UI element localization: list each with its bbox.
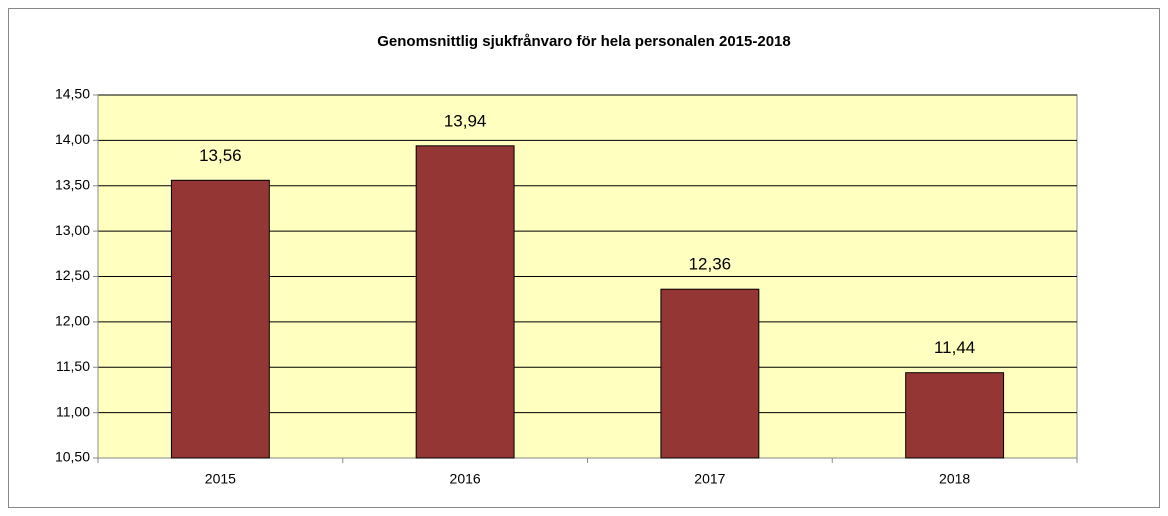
y-tick-label: 11,00 xyxy=(56,403,90,419)
value-label: 13,94 xyxy=(444,111,487,130)
x-tick-label: 2017 xyxy=(694,471,725,487)
bar xyxy=(905,372,1005,459)
y-tick-label: 14,50 xyxy=(55,86,90,102)
bar xyxy=(415,145,515,459)
y-tick-label: 10,50 xyxy=(55,449,90,465)
y-tick-label: 13,00 xyxy=(55,222,90,238)
y-tick-label: 12,50 xyxy=(55,267,90,283)
bar xyxy=(660,288,760,459)
value-label: 12,36 xyxy=(689,255,732,274)
x-tick-label: 2016 xyxy=(450,471,481,487)
y-tick-label: 13,50 xyxy=(55,176,90,192)
y-tick-label: 14,00 xyxy=(55,131,90,147)
x-tick-label: 2018 xyxy=(939,471,970,487)
y-tick-label: 11,50 xyxy=(56,358,90,374)
y-tick-label: 12,00 xyxy=(55,313,90,329)
chart-title: Genomsnittlig sjukfrånvaro för hela pers… xyxy=(377,33,790,50)
bar xyxy=(170,179,270,459)
value-label: 11,44 xyxy=(934,338,975,357)
value-label: 13,56 xyxy=(199,146,242,165)
x-tick-label: 2015 xyxy=(205,471,236,487)
